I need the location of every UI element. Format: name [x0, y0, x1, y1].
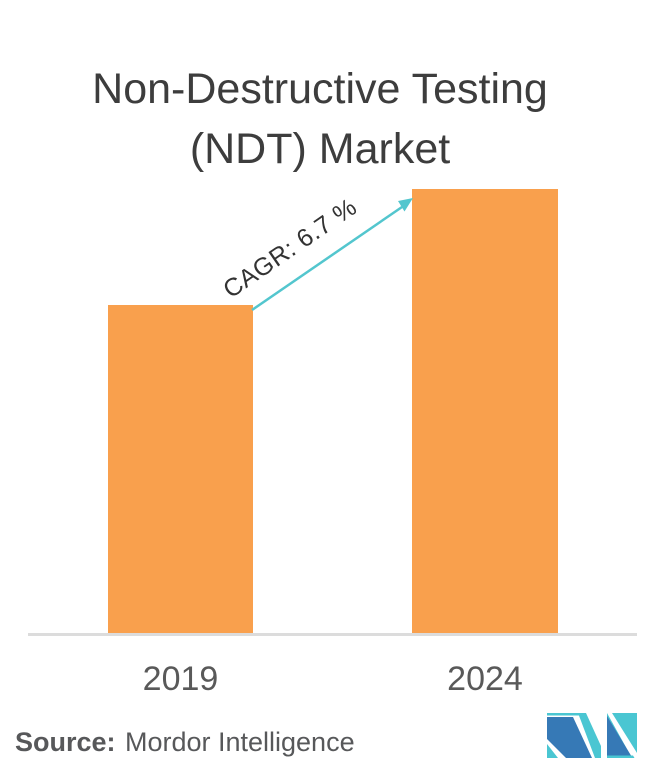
bar-2024	[412, 189, 558, 633]
bar-2019	[108, 305, 253, 633]
mordor-intelligence-logo	[547, 713, 637, 758]
chart-title-line-2: (NDT) Market	[189, 124, 451, 173]
x-axis-line	[28, 633, 637, 636]
source-label: Source:	[15, 727, 116, 757]
source-value: Mordor Intelligence	[124, 727, 355, 757]
source-line: Source: Mordor Intelligence	[15, 727, 355, 758]
chart-title-line-1: Non-Destructive Testing	[92, 64, 548, 113]
x-label-2019: 2019	[142, 660, 219, 698]
chart-title: Non-Destructive Testing (NDT) Market	[0, 59, 640, 179]
cagr-annotation: CAGR: 6.7 %	[218, 192, 363, 304]
x-label-2024: 2024	[447, 660, 523, 698]
